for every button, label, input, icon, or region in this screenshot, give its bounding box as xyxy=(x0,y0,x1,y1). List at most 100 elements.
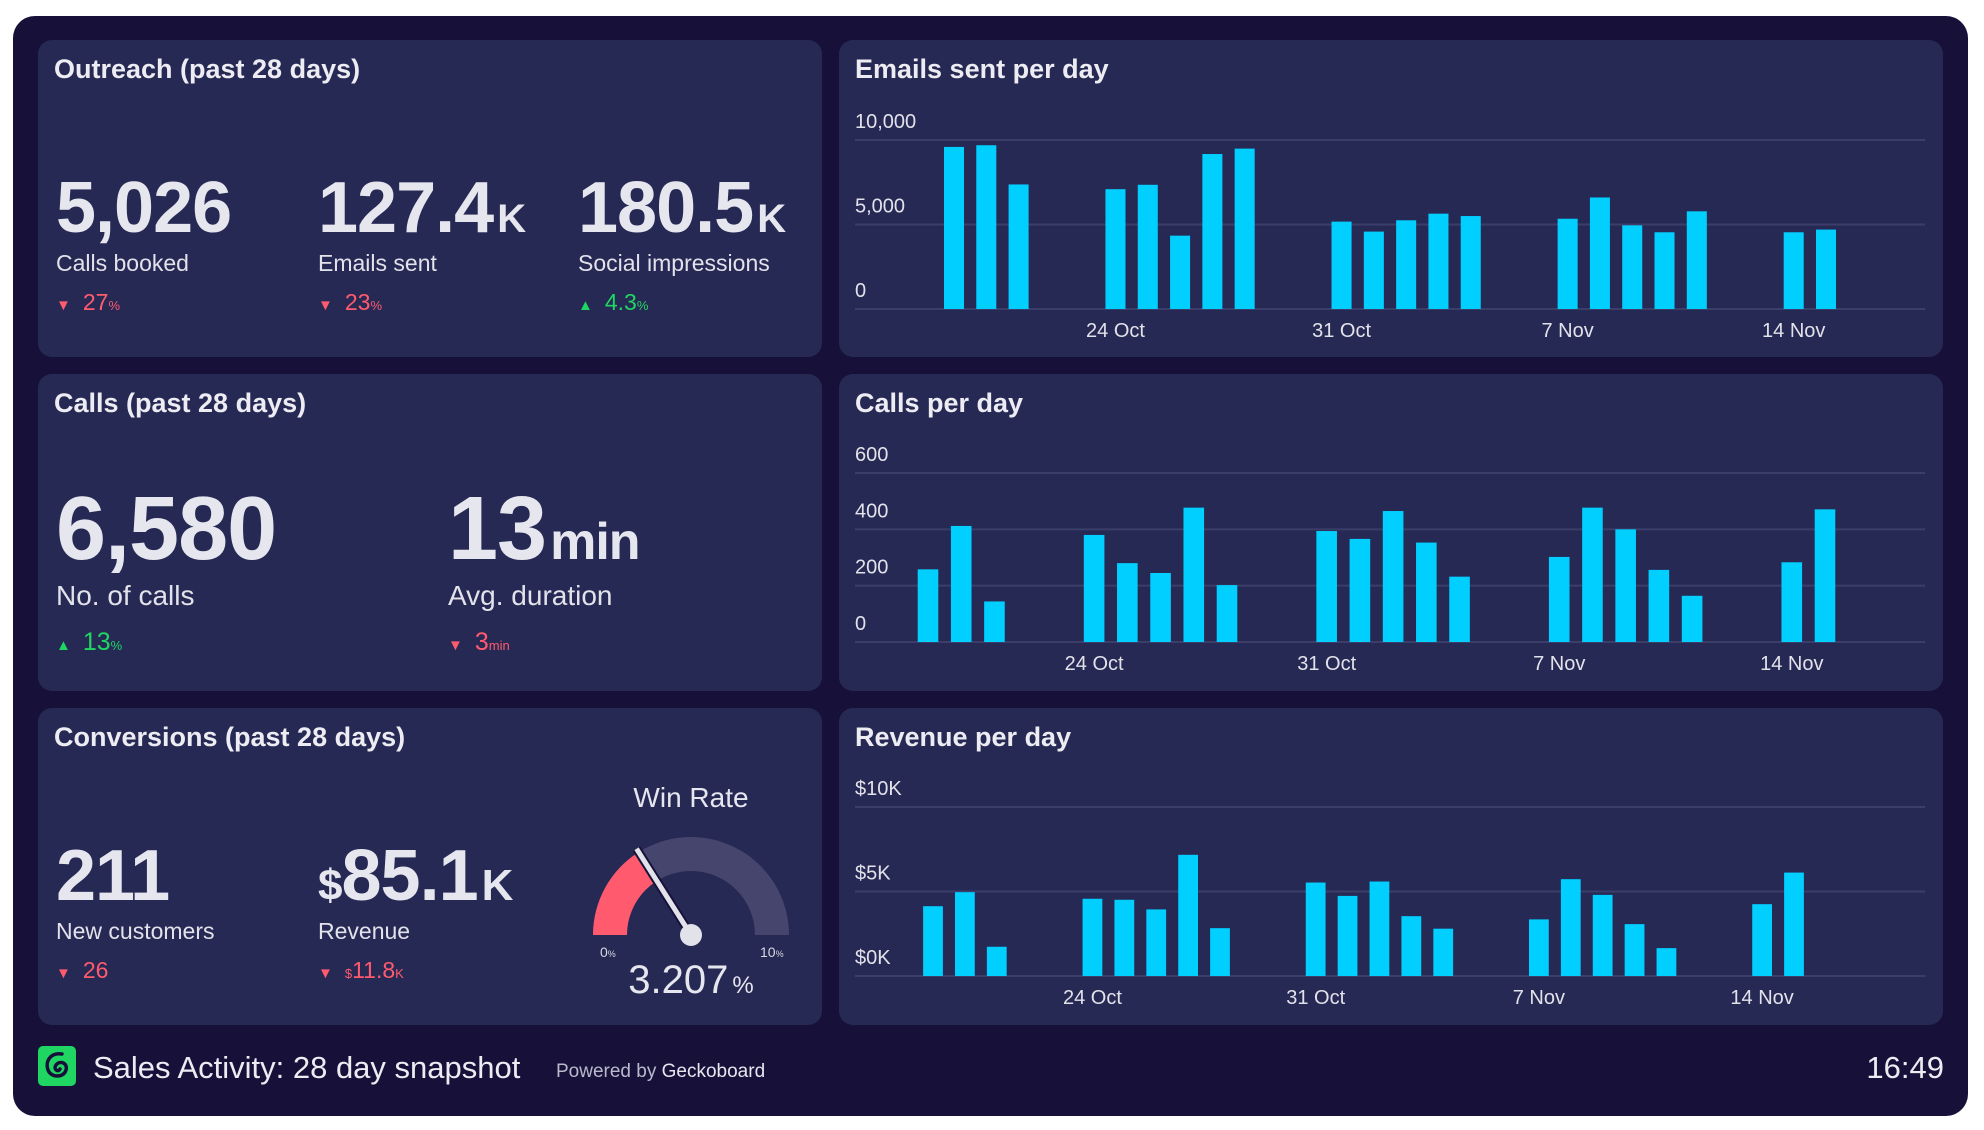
x-tick-label: 14 Nov xyxy=(1730,987,1793,1009)
bar[interactable] xyxy=(1083,534,1105,642)
bar[interactable] xyxy=(1150,572,1171,642)
bar[interactable] xyxy=(1401,916,1422,976)
metric-delta: ▼ 3min xyxy=(448,628,510,656)
bar[interactable] xyxy=(1114,899,1135,976)
y-tick-label: 400 xyxy=(855,500,888,522)
y-tick-label: 5,000 xyxy=(855,196,905,218)
bar[interactable] xyxy=(1615,529,1636,642)
metric-value: 13min xyxy=(448,479,641,579)
calls-per-day-chart: 0 200 400 600 24 Oct 31 Oct 7 Nov 14 Nov xyxy=(855,444,1925,675)
gauge-needle xyxy=(634,847,694,937)
bar[interactable] xyxy=(1349,538,1371,642)
bar[interactable] xyxy=(1433,928,1454,976)
bar[interactable] xyxy=(1622,225,1643,309)
metric-value: 5,026 xyxy=(56,168,232,248)
bar[interactable] xyxy=(1686,211,1707,309)
bar[interactable] xyxy=(1183,507,1205,642)
bar[interactable] xyxy=(1449,576,1470,642)
bar[interactable] xyxy=(1560,879,1581,976)
bar[interactable] xyxy=(943,146,965,309)
bar[interactable] xyxy=(986,946,1007,976)
bar[interactable] xyxy=(1592,894,1613,976)
bar[interactable] xyxy=(984,601,1005,642)
metric-revenue: $85.1K Revenue ▼ $11.8K xyxy=(318,840,513,984)
bar[interactable] xyxy=(1589,197,1610,309)
bar[interactable] xyxy=(1648,569,1670,642)
bar[interactable] xyxy=(1681,595,1703,642)
bar[interactable] xyxy=(1582,507,1603,642)
bar[interactable] xyxy=(1416,542,1437,642)
bar[interactable] xyxy=(1624,924,1645,976)
chart-title: Emails sent per day xyxy=(855,54,1109,84)
x-tick-label: 24 Oct xyxy=(1086,320,1145,342)
panel-title: Outreach (past 28 days) xyxy=(54,54,361,84)
bar[interactable] xyxy=(955,892,975,976)
metric-label: Calls booked xyxy=(56,250,189,276)
y-tick-label: 600 xyxy=(855,444,888,466)
triangle-up-icon: ▲ xyxy=(578,297,593,314)
bar[interactable] xyxy=(1396,220,1417,309)
y-tick-label: $5K xyxy=(855,863,891,885)
bar[interactable] xyxy=(1654,232,1675,309)
bar[interactable] xyxy=(1216,585,1238,642)
bar[interactable] xyxy=(917,569,939,642)
bar[interactable] xyxy=(1202,154,1223,309)
x-tick-label: 31 Oct xyxy=(1286,987,1345,1009)
bar[interactable] xyxy=(1137,184,1158,309)
bar[interactable] xyxy=(1146,909,1167,976)
x-tick-label: 14 Nov xyxy=(1762,320,1825,342)
win-rate-max-label: 10% xyxy=(760,944,784,960)
bar[interactable] xyxy=(1082,898,1103,976)
metric-calls-booked: 5,026 Calls booked ▼ 27% xyxy=(56,168,232,316)
emails-per-day-panel: Emails sent per day 0 5,000 10,000 24 Oct 31… xyxy=(839,40,1943,357)
metric-delta: ▼ 26 xyxy=(56,957,109,983)
outreach-panel: Outreach (past 28 days) 5,026 Calls book… xyxy=(38,40,822,357)
bar[interactable] xyxy=(1105,189,1126,309)
bar[interactable] xyxy=(1557,218,1578,309)
bar[interactable] xyxy=(1815,229,1837,309)
metric-delta: ▲ 4.3% xyxy=(578,289,649,315)
metric-delta: ▲ 13% xyxy=(56,628,123,656)
clock: 16:49 xyxy=(1866,1050,1944,1085)
bar[interactable] xyxy=(950,525,972,642)
bar[interactable] xyxy=(1234,148,1255,309)
triangle-down-icon: ▼ xyxy=(318,297,333,314)
bar[interactable] xyxy=(1331,221,1352,309)
bar[interactable] xyxy=(1784,872,1804,976)
bar[interactable] xyxy=(1783,232,1804,309)
bar[interactable] xyxy=(1363,231,1384,309)
metric-no-of-calls: 6,580 No. of calls ▲ 13% xyxy=(56,484,277,657)
x-tick-label: 31 Oct xyxy=(1312,320,1371,342)
powered-by[interactable]: Powered by Geckoboard xyxy=(556,1061,766,1082)
bar[interactable] xyxy=(976,145,997,309)
bar[interactable] xyxy=(1752,904,1772,976)
bar[interactable] xyxy=(1656,948,1677,976)
bar[interactable] xyxy=(1117,563,1138,642)
metric-label: Social impressions xyxy=(578,250,770,276)
bar[interactable] xyxy=(1460,216,1481,309)
bar[interactable] xyxy=(1337,895,1358,976)
emails-per-day-chart: 0 5,000 10,000 24 Oct 31 Oct 7 Nov 14 Nov xyxy=(855,111,1925,342)
chart-title: Revenue per day xyxy=(855,722,1072,752)
bar[interactable] xyxy=(1428,213,1449,309)
triangle-up-icon: ▲ xyxy=(56,637,71,654)
bar[interactable] xyxy=(1814,509,1836,642)
bar[interactable] xyxy=(1529,919,1549,976)
dashboard-title: Sales Activity: 28 day snapshot xyxy=(93,1050,521,1085)
bar[interactable] xyxy=(1305,882,1326,976)
bar[interactable] xyxy=(1382,511,1404,642)
metric-social-impressions: 180.5 K Social impressions ▲ 4.3% xyxy=(578,172,786,316)
panel-title: Conversions (past 28 days) xyxy=(54,722,406,752)
metric-new-customers: 211 New customers ▼ 26 xyxy=(56,840,214,984)
bar[interactable] xyxy=(1178,854,1198,976)
bar[interactable] xyxy=(1369,881,1390,976)
bar[interactable] xyxy=(1170,235,1191,309)
bar[interactable] xyxy=(1008,184,1029,309)
bar[interactable] xyxy=(1210,928,1230,976)
bar[interactable] xyxy=(1781,562,1803,642)
panel-title: Calls (past 28 days) xyxy=(54,388,307,418)
bar[interactable] xyxy=(923,906,943,976)
revenue-per-day-panel: Revenue per day $0K $5K $10K 24 Oct 31 Oct 7 … xyxy=(839,708,1943,1025)
bar[interactable] xyxy=(1316,531,1337,642)
bar[interactable] xyxy=(1548,556,1570,642)
